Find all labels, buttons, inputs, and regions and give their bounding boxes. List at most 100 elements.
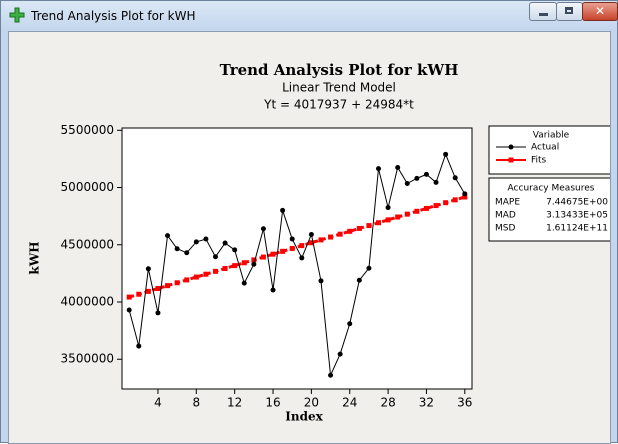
accuracy-title: Accuracy Measures <box>508 184 595 194</box>
legend-title: Variable <box>533 131 570 141</box>
y-tick-label: 5000000 <box>61 180 114 194</box>
data-point <box>385 205 391 211</box>
data-point <box>443 151 449 157</box>
data-point <box>452 175 458 181</box>
fit-marker <box>462 194 468 200</box>
fit-marker <box>423 205 429 211</box>
legend-marker <box>508 144 514 150</box>
fit-marker <box>366 223 372 229</box>
data-point <box>433 179 439 185</box>
close-button[interactable]: ✕ <box>582 2 618 21</box>
fit-marker <box>155 286 161 292</box>
data-point <box>193 239 199 245</box>
data-point <box>260 226 266 232</box>
x-tick-label: 12 <box>227 396 242 410</box>
y-tick-label: 4000000 <box>61 295 114 309</box>
fit-marker <box>328 234 334 240</box>
data-point <box>462 191 468 197</box>
fit-marker <box>260 254 266 260</box>
fit-marker <box>136 291 142 297</box>
data-point <box>165 233 171 239</box>
accuracy-value: 1.61124E+11 <box>546 224 608 234</box>
app-icon <box>9 7 25 23</box>
fit-marker <box>145 288 151 294</box>
y-tick-label: 4500000 <box>61 237 114 251</box>
x-tick-label: 24 <box>342 396 357 410</box>
data-point <box>347 321 353 327</box>
fit-marker <box>126 294 132 300</box>
data-point <box>222 240 228 246</box>
data-point <box>308 231 314 237</box>
fit-marker <box>184 277 190 283</box>
fit-marker <box>299 243 305 249</box>
data-point <box>404 181 410 187</box>
fit-marker <box>318 237 324 243</box>
x-tick-label: 4 <box>154 396 162 410</box>
window-title: Trend Analysis Plot for kWH <box>31 9 196 23</box>
fit-marker <box>356 225 362 231</box>
chart-subtitle: Linear Trend Model <box>282 81 396 95</box>
x-tick-label: 8 <box>192 396 200 410</box>
fit-marker <box>270 251 276 257</box>
fit-marker <box>289 245 295 251</box>
y-axis-label: kWH <box>28 241 42 274</box>
fit-marker <box>376 220 382 226</box>
data-point <box>251 261 257 267</box>
client-area: Trend Analysis Plot for kWH Linear Trend… <box>8 31 611 444</box>
accuracy-name: MSD <box>495 224 515 234</box>
accuracy-name: MAPE <box>495 198 520 208</box>
fit-marker <box>174 280 180 286</box>
data-point <box>241 280 247 286</box>
data-point <box>356 277 362 283</box>
data-point <box>414 175 420 181</box>
data-point <box>174 246 180 252</box>
accuracy-value: 3.13433E+05 <box>546 211 608 221</box>
accuracy-value: 7.44675E+00 <box>546 198 608 208</box>
y-tick-label: 5500000 <box>61 123 114 137</box>
minimize-button[interactable] <box>529 2 557 21</box>
data-point <box>366 265 372 271</box>
plot-area <box>121 127 473 390</box>
data-point <box>423 171 429 177</box>
fit-marker <box>308 240 314 246</box>
fit-marker <box>165 283 171 289</box>
fit-marker <box>212 268 218 274</box>
legend-box <box>488 125 610 175</box>
fit-marker <box>347 228 353 234</box>
maximize-button[interactable] <box>556 2 583 21</box>
fit-marker <box>385 217 391 223</box>
legend-label: Actual <box>531 143 559 153</box>
fit-marker <box>337 231 343 237</box>
x-tick-label: 36 <box>457 396 472 410</box>
fit-marker <box>395 214 401 220</box>
data-point <box>184 250 190 256</box>
chart-title: Trend Analysis Plot for kWH <box>220 61 459 79</box>
x-tick-label: 16 <box>265 396 280 410</box>
data-point <box>337 351 343 357</box>
data-point <box>232 247 238 253</box>
fit-marker <box>433 203 439 209</box>
fit-marker <box>203 271 209 277</box>
accuracy-name: MAD <box>495 211 516 221</box>
chart: Trend Analysis Plot for kWH Linear Trend… <box>28 61 610 424</box>
fit-marker <box>193 274 199 280</box>
data-point <box>299 255 305 261</box>
data-point <box>289 236 295 242</box>
data-point <box>145 266 151 272</box>
x-axis-label: Index <box>285 410 323 424</box>
legend-label: Fits <box>531 156 547 166</box>
fit-marker <box>404 211 410 217</box>
data-point <box>155 310 161 316</box>
y-tick-label: 3500000 <box>61 352 114 366</box>
data-point <box>270 287 276 293</box>
data-point <box>318 278 324 284</box>
x-tick-label: 32 <box>419 396 434 410</box>
fit-marker <box>452 197 458 203</box>
fit-marker <box>414 208 420 214</box>
legend-marker <box>508 157 514 163</box>
fit-marker <box>232 263 238 269</box>
data-point <box>328 372 334 378</box>
data-point <box>126 307 132 313</box>
data-point <box>280 207 286 213</box>
